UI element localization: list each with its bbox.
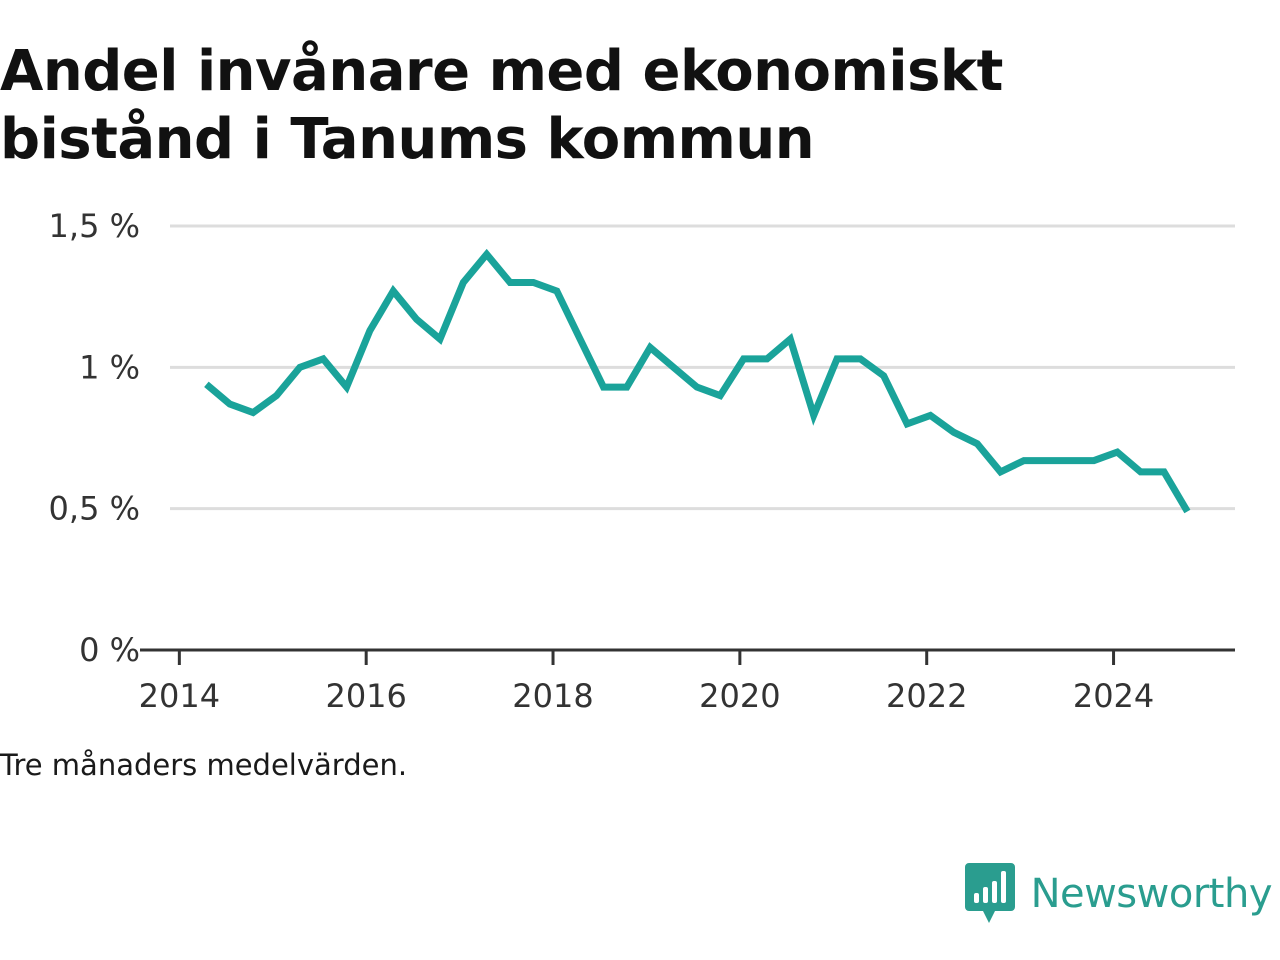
data-point	[203, 381, 210, 388]
newsworthy-chart-bubble-icon	[964, 863, 1015, 923]
data-point	[366, 327, 373, 334]
x-tick-label: 2014	[139, 677, 220, 715]
data-point	[670, 364, 677, 371]
series-line	[204, 248, 1191, 514]
data-point	[390, 288, 397, 295]
data-point	[810, 412, 817, 419]
data-point	[1067, 457, 1074, 464]
data-point	[413, 316, 420, 323]
data-point	[880, 372, 887, 379]
data-point	[1161, 468, 1168, 475]
data-point	[927, 412, 934, 419]
data-point	[904, 420, 911, 427]
data-point	[530, 279, 537, 286]
series-layer	[203, 248, 1191, 515]
data-point	[857, 355, 864, 362]
y-tick-label: 0 %	[79, 631, 140, 669]
data-point	[437, 336, 444, 343]
y-tick-label: 1,5 %	[49, 207, 140, 245]
x-tick-label: 2018	[512, 677, 593, 715]
x-tick-label: 2016	[325, 677, 406, 715]
y-tick-label: 0,5 %	[49, 490, 140, 528]
data-point	[1137, 468, 1144, 475]
data-point	[343, 384, 350, 391]
data-point	[997, 468, 1004, 475]
data-point	[226, 401, 233, 408]
x-tick-label: 2022	[886, 677, 967, 715]
x-tick-label: 2020	[699, 677, 780, 715]
data-point	[1114, 449, 1121, 456]
data-point	[950, 429, 957, 436]
data-point	[296, 364, 303, 371]
data-point	[320, 355, 327, 362]
data-point	[974, 440, 981, 447]
data-point	[273, 392, 280, 399]
data-point	[250, 409, 257, 416]
data-point	[1184, 508, 1191, 515]
line-chart: 0 % 0,5 % 1 % 1,5 % 2014 2016 2018 2020 2022 2024	[49, 207, 1235, 715]
data-point	[740, 355, 747, 362]
data-point	[460, 279, 467, 286]
data-point	[1020, 457, 1027, 464]
brand-name: Newsworthy	[1030, 871, 1273, 917]
data-point	[764, 355, 771, 362]
chart-title: Andel invånare med ekonomiskt bistånd i …	[0, 39, 1003, 172]
data-point	[600, 384, 607, 391]
chart-note: Tre månaders medelvärden.	[0, 748, 408, 782]
data-point	[834, 355, 841, 362]
axes: 0 % 0,5 % 1 % 1,5 % 2014 2016 2018 2020 2022 2024	[49, 207, 1235, 715]
data-point	[787, 336, 794, 343]
x-tick-label: 2024	[1073, 677, 1154, 715]
data-point	[1044, 457, 1051, 464]
data-point	[717, 392, 724, 399]
data-point	[577, 336, 584, 343]
brand: Newsworthy	[964, 862, 1273, 926]
grid-lines	[170, 224, 1235, 511]
data-point	[483, 251, 490, 258]
data-point	[693, 384, 700, 391]
data-point	[647, 344, 654, 351]
data-point	[553, 288, 560, 295]
data-point	[1090, 457, 1097, 464]
data-point	[623, 384, 630, 391]
y-tick-label: 1 %	[79, 348, 140, 386]
data-point	[507, 279, 514, 286]
